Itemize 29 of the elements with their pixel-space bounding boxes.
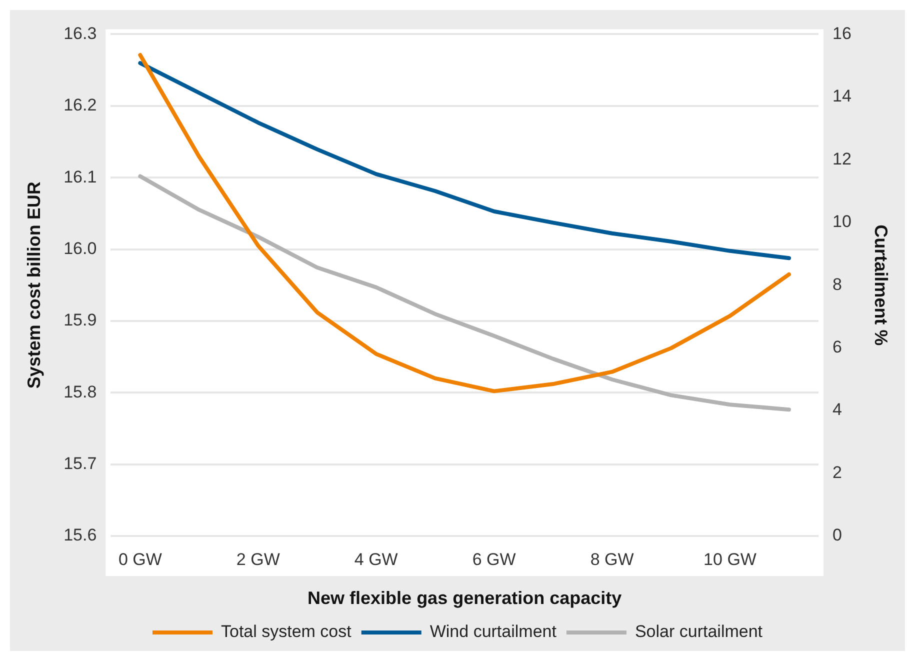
y-tick-label: 16.2: [64, 96, 97, 115]
y-tick-label: 15.6: [64, 526, 97, 545]
y2-tick-label: 14: [832, 86, 852, 106]
y2-tick-label: 16: [832, 24, 852, 43]
y2-tick-label: 8: [832, 274, 842, 294]
x-tick-label: 4 GW: [354, 550, 398, 569]
y2-axis-title: Curtailment %: [871, 224, 892, 346]
y2-tick-label: 0: [832, 526, 842, 545]
y-tick-label: 15.9: [64, 310, 97, 330]
legend-label: Total system cost: [220, 622, 352, 642]
y-axis-title: System cost billion EUR: [24, 182, 44, 389]
y-tick-label: 16.0: [64, 238, 97, 258]
x-axis-title: New flexible gas generation capacity: [308, 588, 622, 608]
x-tick-label: 2 GW: [236, 550, 280, 569]
y2-tick-label: 6: [832, 338, 842, 357]
y-tick-label: 15.8: [64, 382, 97, 402]
legend-label: Wind curtailment: [430, 622, 557, 642]
y2-tick-label: 4: [832, 400, 842, 420]
legend-label: Solar curtailment: [634, 622, 763, 642]
y2-tick-label: 2: [832, 462, 842, 482]
y-tick-label: 16.1: [64, 167, 97, 186]
x-tick-label: 6 GW: [472, 550, 516, 569]
y2-tick-label: 10: [832, 212, 852, 232]
x-tick-label: 10 GW: [704, 550, 756, 569]
y2-tick-label: 12: [832, 149, 852, 168]
y-tick-label: 16.3: [64, 24, 97, 43]
x-tick-label: 8 GW: [590, 550, 634, 569]
y-tick-label: 15.7: [64, 454, 97, 473]
x-tick-label: 0 GW: [118, 550, 162, 569]
